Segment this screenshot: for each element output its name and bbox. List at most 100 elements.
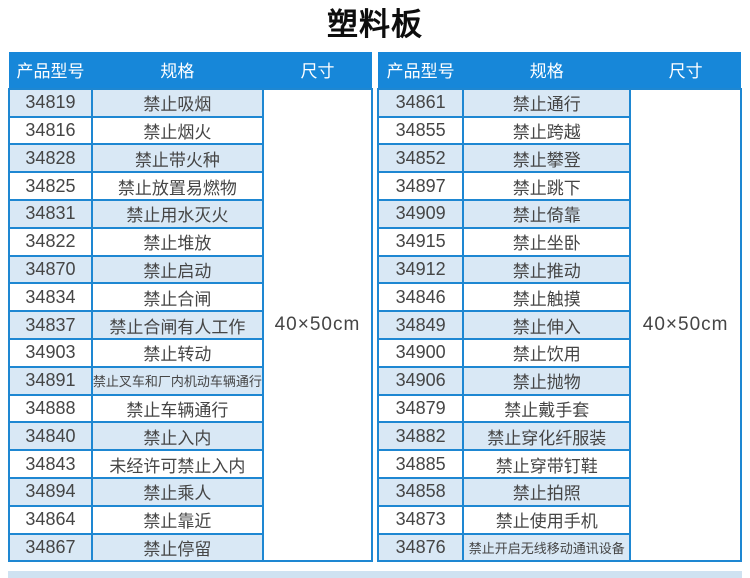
table-row: 34843 未经许可禁止入内 (8, 449, 372, 479)
model-cell: 34897 (376, 171, 465, 201)
spec-cell: 禁止坐卧 (462, 226, 632, 257)
column-header-size: 尺寸 (630, 51, 741, 89)
model-cell: 34879 (376, 393, 465, 424)
spec-cell: 禁止堆放 (90, 226, 264, 257)
spec-cell: 禁止停留 (90, 532, 264, 563)
spec-cell: 禁止放置易燃物 (90, 171, 264, 201)
model-cell: 34903 (8, 337, 93, 368)
model-cell: 34819 (8, 87, 93, 118)
table-row: 34912 禁止推动 (376, 254, 741, 285)
table-row: 34849 禁止伸入 (376, 310, 741, 340)
model-cell: 34876 (376, 532, 465, 563)
spec-cell: 禁止转动 (90, 337, 264, 368)
table-row: 34903 禁止转动 (8, 337, 372, 368)
spec-cell: 禁止合闸有人工作 (90, 310, 264, 340)
model-cell: 34906 (376, 365, 465, 396)
spec-cell: 禁止戴手套 (462, 393, 632, 424)
model-cell: 34882 (376, 421, 465, 452)
table-row: 34858 禁止拍照 (376, 476, 741, 507)
table-row: 34822 禁止堆放 (8, 226, 372, 257)
spec-cell: 禁止启动 (90, 254, 264, 285)
model-cell: 34846 (376, 282, 465, 313)
spec-cell: 禁止入内 (90, 421, 264, 452)
model-cell: 34858 (376, 476, 465, 507)
spec-cell: 禁止乘人 (90, 476, 264, 507)
spec-cell: 禁止用水灭火 (90, 198, 264, 229)
spec-cell: 禁止倚靠 (462, 198, 632, 229)
model-cell: 34822 (8, 226, 93, 257)
table-row: 34828 禁止带火种 (8, 143, 372, 174)
table-row: 34894 禁止乘人 (8, 476, 372, 507)
spec-cell: 禁止烟火 (90, 115, 264, 146)
table-row: 34816 禁止烟火 (8, 115, 372, 146)
model-cell: 34885 (376, 449, 465, 479)
model-cell: 34849 (376, 310, 465, 340)
model-cell: 34888 (8, 393, 93, 424)
table-row: 34831 禁止用水灭火 (8, 198, 372, 229)
model-cell: 34873 (376, 504, 465, 535)
model-cell: 34894 (8, 476, 93, 507)
model-cell: 34837 (8, 310, 93, 340)
page-title: 塑料板 (327, 7, 423, 42)
table-row: 34861 禁止通行 40×50cm (376, 87, 742, 563)
spec-cell: 禁止使用手机 (462, 504, 632, 535)
table-row: 34909 禁止倚靠 (376, 198, 741, 229)
model-cell: 34912 (376, 254, 465, 285)
model-cell: 34855 (376, 115, 465, 146)
table-row: 34846 禁止触摸 (376, 282, 741, 313)
column-header-size: 尺寸 (262, 51, 372, 89)
table-row: 34885 禁止穿带钉鞋 (376, 449, 741, 479)
tables-container: 产品型号 规格 尺寸 34819 禁止吸烟 40×50cm 34816 禁止烟火 3482… (0, 51, 750, 563)
spec-cell: 禁止触摸 (462, 282, 632, 313)
model-cell: 34870 (8, 254, 93, 285)
model-cell: 34915 (376, 226, 465, 257)
spec-cell: 禁止带火种 (90, 143, 264, 174)
table-row: 34873 禁止使用手机 (376, 504, 741, 535)
product-table-left: 产品型号 规格 尺寸 34819 禁止吸烟 40×50cm 34816 禁止烟火 3482… (8, 51, 374, 563)
table-row: 34906 禁止抛物 (376, 365, 741, 396)
size-cell: 40×50cm (261, 87, 374, 563)
table-row: 34888 禁止车辆通行 (8, 393, 372, 424)
table-row: 34840 禁止入内 (8, 421, 372, 452)
spec-cell: 禁止跳下 (462, 171, 632, 201)
spec-cell: 未经许可禁止入内 (90, 449, 264, 479)
table-row: 34852 禁止攀登 (376, 143, 741, 174)
model-cell: 34828 (8, 143, 93, 174)
column-header-model: 产品型号 (378, 51, 464, 89)
spec-cell: 禁止饮用 (462, 337, 632, 368)
cutoff-next-row (8, 571, 742, 578)
spec-cell: 禁止叉车和厂内机动车辆通行 (90, 365, 264, 396)
model-cell: 34864 (8, 504, 93, 535)
spec-cell: 禁止穿带钉鞋 (462, 449, 632, 479)
model-cell: 34831 (8, 198, 93, 229)
table-row: 34867 禁止停留 (8, 532, 372, 563)
table-row: 34891 禁止叉车和厂内机动车辆通行 (8, 365, 372, 396)
model-cell: 34840 (8, 421, 93, 452)
spec-cell: 禁止抛物 (462, 365, 632, 396)
header-row: 产品型号 规格 尺寸 (9, 51, 372, 89)
table-row: 34879 禁止戴手套 (376, 393, 741, 424)
size-cell: 40×50cm (629, 87, 742, 563)
spec-cell: 禁止开启无线移动通讯设备 (462, 532, 632, 563)
column-header-spec: 规格 (463, 51, 631, 89)
model-cell: 34816 (8, 115, 93, 146)
spec-cell: 禁止攀登 (462, 143, 632, 174)
table-row: 34819 禁止吸烟 40×50cm (8, 87, 374, 563)
table-row: 34900 禁止饮用 (376, 337, 741, 368)
spec-cell: 禁止跨越 (462, 115, 632, 146)
spec-cell: 禁止合闸 (90, 282, 264, 313)
spec-cell: 禁止通行 (462, 87, 632, 118)
table-row: 34897 禁止跳下 (376, 171, 741, 201)
model-cell: 34834 (8, 282, 93, 313)
table-row: 34876 禁止开启无线移动通讯设备 (376, 532, 741, 563)
model-cell: 34909 (376, 198, 465, 229)
model-cell: 34867 (8, 532, 93, 563)
model-cell: 34843 (8, 449, 93, 479)
spec-cell: 禁止穿化纤服装 (462, 421, 632, 452)
table-row: 34915 禁止坐卧 (376, 226, 741, 257)
table-row: 34882 禁止穿化纤服装 (376, 421, 741, 452)
model-cell: 34852 (376, 143, 465, 174)
spec-cell: 禁止伸入 (462, 310, 632, 340)
spec-cell: 禁止车辆通行 (90, 393, 264, 424)
spec-cell: 禁止拍照 (462, 476, 632, 507)
